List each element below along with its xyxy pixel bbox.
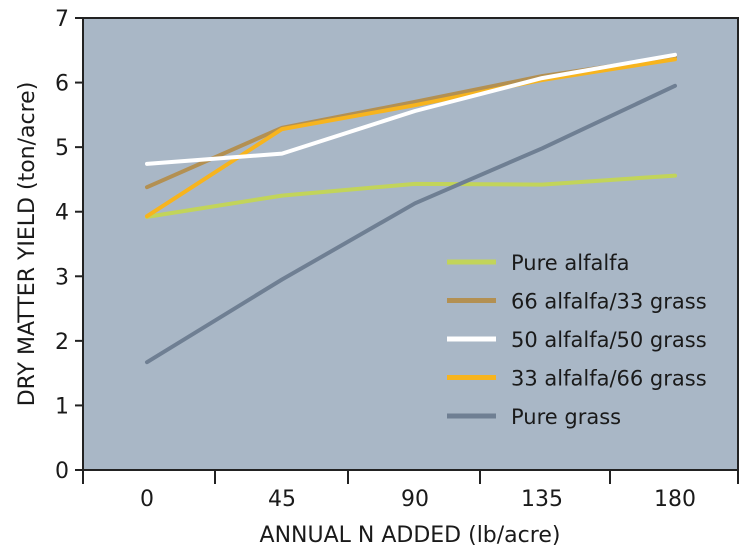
y-tick-label: 6 bbox=[55, 72, 69, 97]
legend-label: 50 alfalfa/50 grass bbox=[511, 328, 707, 352]
series-line bbox=[145, 83, 677, 365]
y-tick-label: 1 bbox=[55, 394, 69, 419]
series-line bbox=[145, 173, 677, 219]
x-axis-title: ANNUAL N ADDED (lb/acre) bbox=[260, 523, 561, 548]
x-tick-label: 180 bbox=[654, 487, 696, 512]
y-tick-label: 0 bbox=[55, 459, 69, 484]
legend-label: 33 alfalfa/66 grass bbox=[511, 367, 707, 391]
y-tick-label: 3 bbox=[55, 265, 69, 290]
legend-label: 66 alfalfa/33 grass bbox=[511, 290, 707, 314]
x-tick-label: 45 bbox=[268, 487, 296, 512]
y-tick-label: 7 bbox=[55, 7, 69, 32]
x-tick-label: 0 bbox=[140, 487, 154, 512]
series-layer bbox=[145, 52, 677, 365]
plot-area bbox=[82, 17, 739, 471]
y-tick-label: 5 bbox=[55, 136, 69, 161]
legend: Pure alfalfa 66 alfalfa/33 grass 50 alfalf… bbox=[447, 251, 707, 429]
y-tick-label: 2 bbox=[55, 330, 69, 355]
x-tick-label: 135 bbox=[521, 487, 563, 512]
x-tick-label: 90 bbox=[401, 487, 429, 512]
legend-label: Pure grass bbox=[511, 405, 621, 429]
series-line bbox=[145, 52, 677, 166]
legend-label: Pure alfalfa bbox=[511, 251, 629, 275]
y-axis-title: DRY MATTER YIELD (ton/acre) bbox=[15, 82, 40, 407]
y-tick-label: 4 bbox=[55, 201, 69, 226]
